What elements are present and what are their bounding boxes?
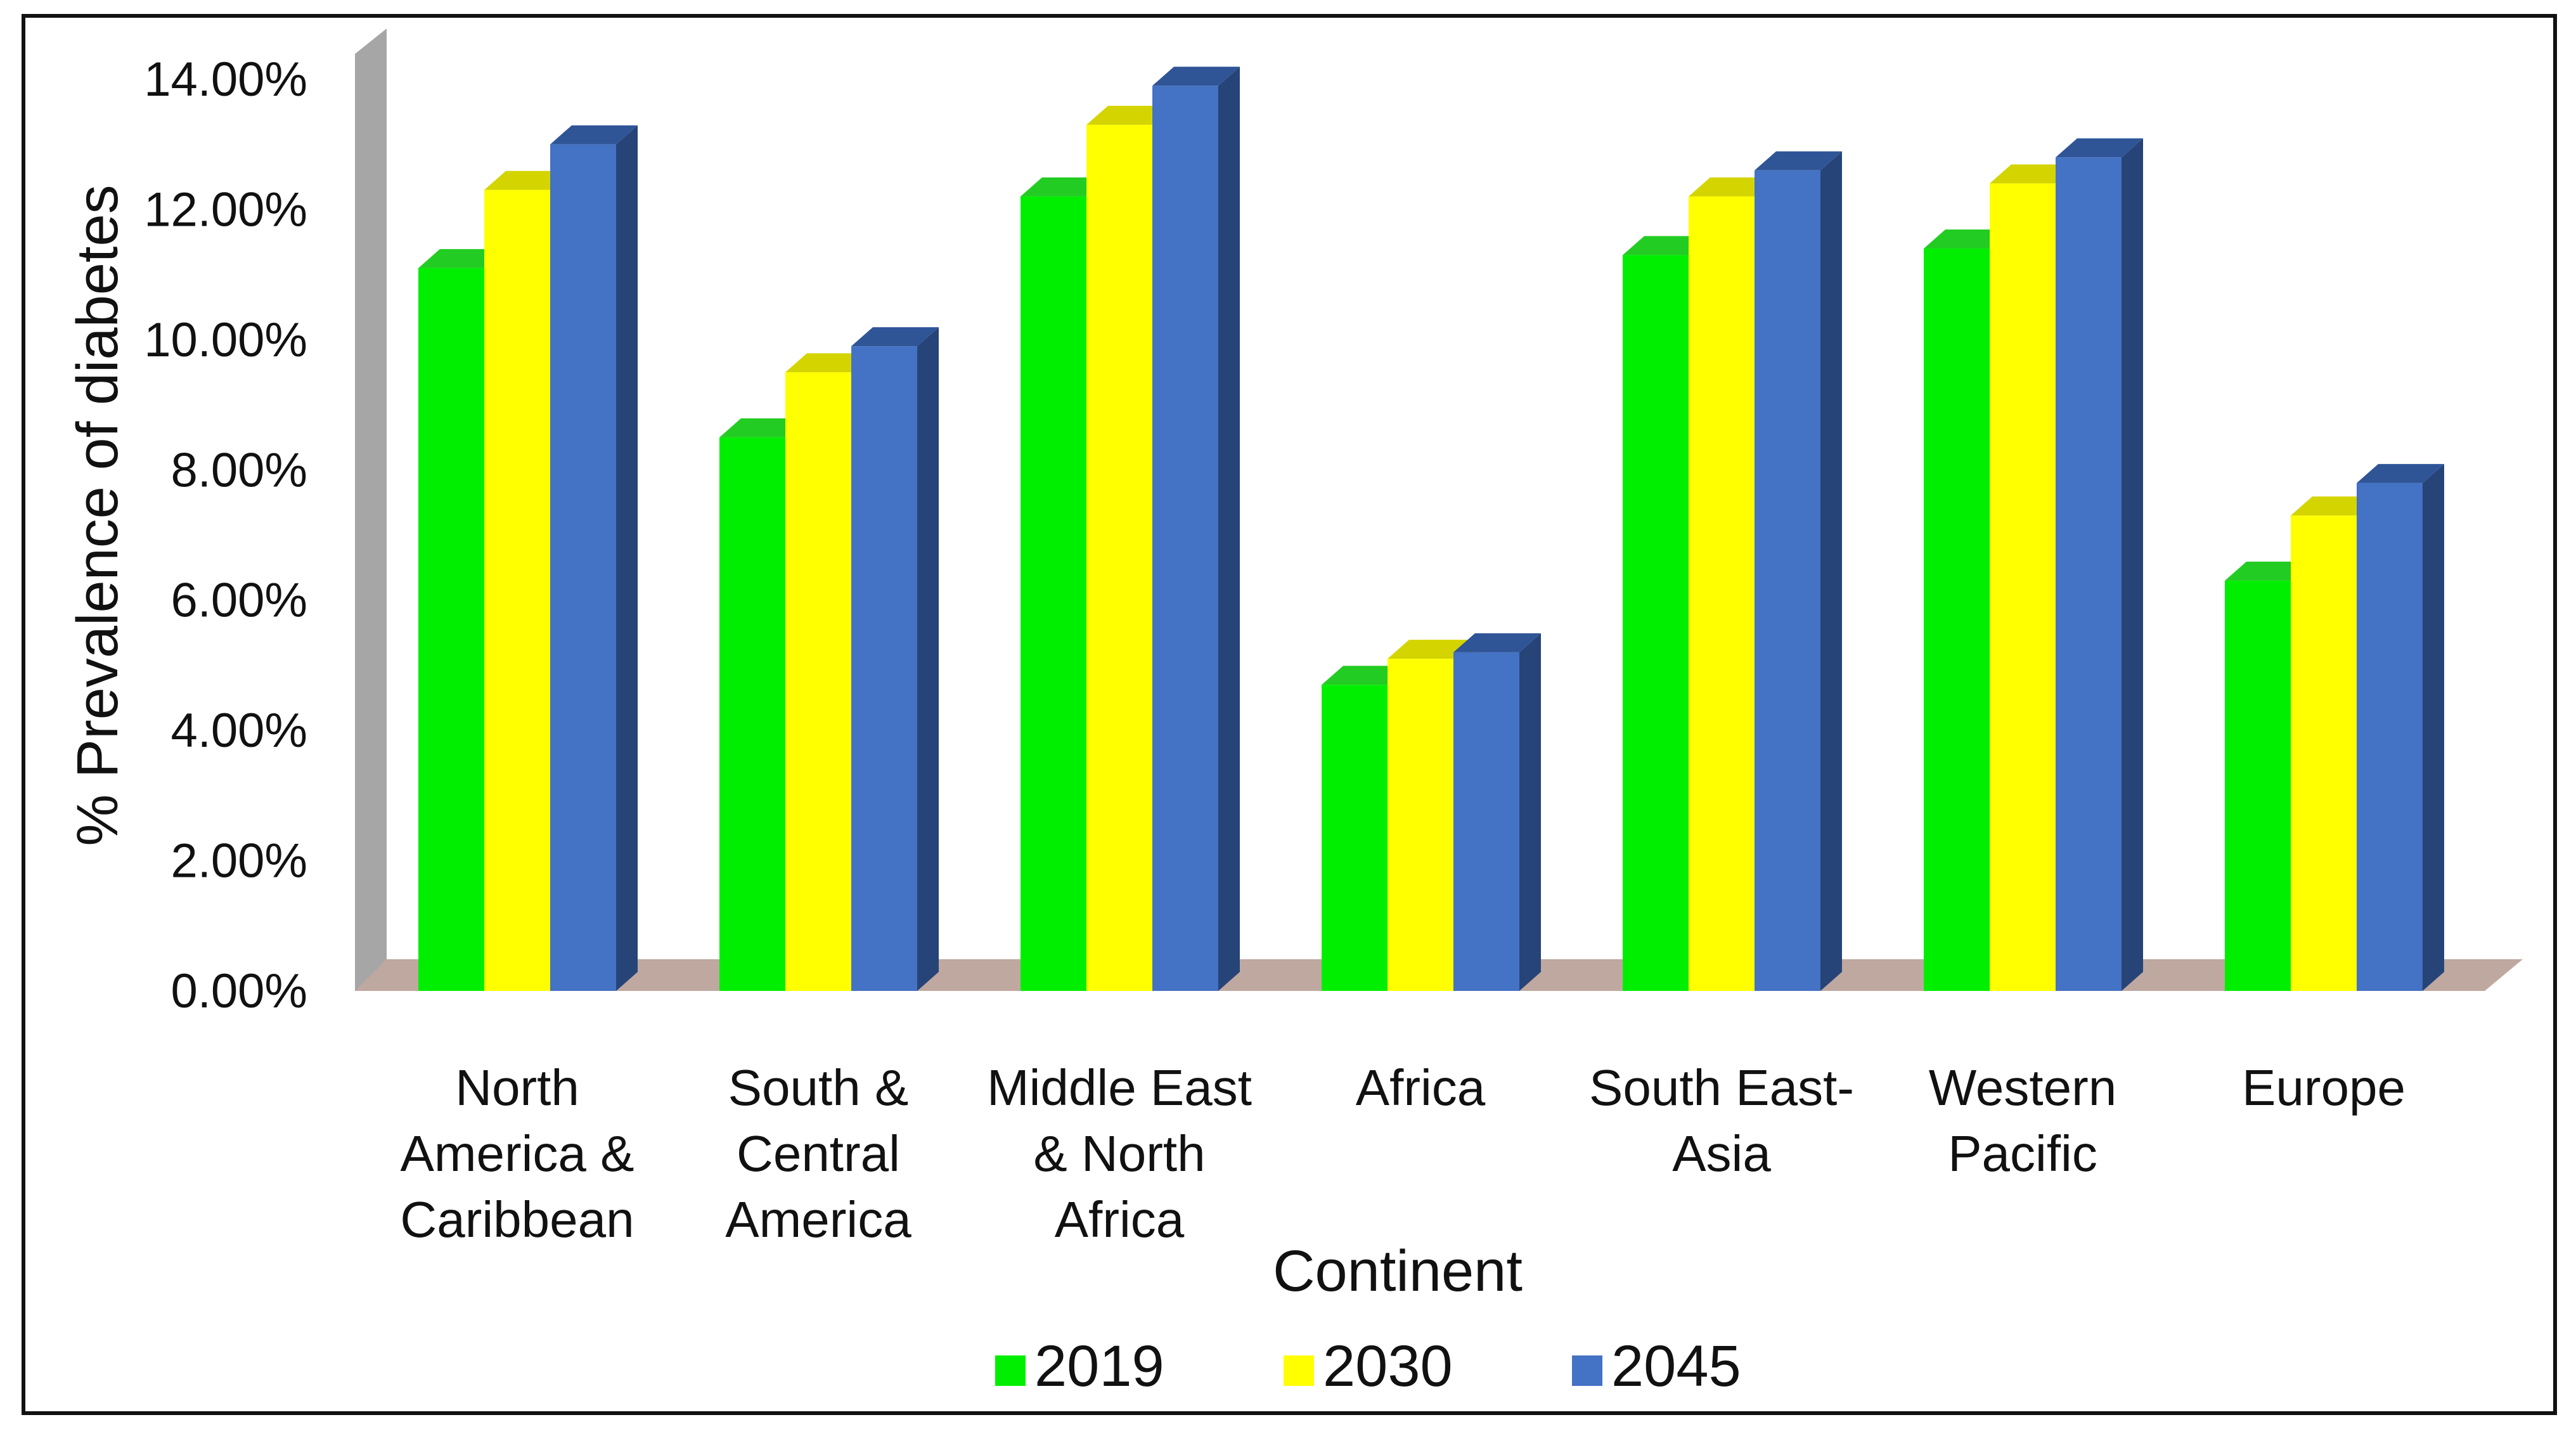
bar-top [1086,105,1174,125]
bar-top [851,327,939,347]
bar-top [2056,138,2143,158]
x-axis-title: Continent [1273,1239,1523,1303]
bar-top [1322,666,1409,685]
x-category-label: Western Pacific [1929,1059,2116,1182]
bar-2045-0 [550,125,638,992]
bar-front [484,190,550,992]
bar-2045-3 [1453,633,1541,991]
y-axis-title: % Prevalence of diabetes [65,184,130,846]
legend-label: 2045 [1611,1334,1741,1399]
x-category-label: South & Central America [725,1059,911,1248]
bar-front [1990,183,2056,991]
legend-item-2019: 2019 [995,1334,1164,1399]
wall-panel [355,29,387,991]
bar-front [1021,196,1086,991]
x-category-label: Europe [2242,1059,2405,1116]
y-tick-label: 0.00% [171,964,308,1018]
bar-top [1689,177,1776,197]
legend-item-2045: 2045 [1572,1334,1741,1399]
legend: 2019 2030 2045 [995,1334,1741,1399]
bar-2045-5 [2056,138,2143,992]
bar-front [1453,652,1519,991]
bar-top [1021,177,1108,197]
bar-front [1152,86,1218,991]
bar-top [550,125,638,145]
bar-side [616,125,638,992]
chart-frame: 0.00% 2.00% 4.00% 6.00% 8.00% 10.00% 12.00% 14.… [22,14,2557,1415]
bar-front [719,437,785,991]
x-category-label: Africa [1356,1059,1486,1116]
bar-top [1755,151,1842,171]
bar-front [418,268,484,991]
bar-front [550,144,616,992]
x-axis-categories: North America & Caribbean South & Central Ame… [400,1059,2405,1248]
y-tick-label: 4.00% [171,704,308,758]
bar-2045-1 [851,327,939,991]
bar-top [1990,164,2077,184]
x-category-label: North America & Caribbean [400,1059,634,1248]
bar-top [2357,463,2444,483]
legend-label: 2030 [1323,1334,1453,1399]
bar-side [1820,151,1842,991]
bar-front [2225,580,2291,991]
bar-side [1218,67,1240,991]
bar-front [851,346,917,991]
bar-front [2056,157,2122,992]
y-tick-label: 10.00% [144,313,307,367]
bar-chart: 0.00% 2.00% 4.00% 6.00% 8.00% 10.00% 12.00% 14.… [65,29,2523,1399]
bar-top [785,353,873,373]
bar-top [1924,230,2011,249]
y-axis-ticks: 0.00% 2.00% 4.00% 6.00% 8.00% 10.00% 12.00% 14.… [144,53,307,1018]
bar-top [484,171,572,190]
x-category-label: South East-Asia [1589,1059,1854,1182]
legend-swatch [1572,1355,1602,1386]
bar-front [1388,659,1453,991]
bar-series [418,67,2444,992]
bar-top [719,418,807,437]
y-tick-label: 14.00% [144,53,307,107]
bar-front [1689,196,1755,991]
bar-top [1623,236,1710,255]
bar-front [1623,255,1689,991]
bar-top [1453,633,1541,652]
bar-2045-4 [1755,151,1842,991]
legend-swatch [995,1355,1026,1386]
bar-front [1755,170,1820,991]
bar-front [1322,685,1388,991]
y-tick-label: 8.00% [171,443,308,497]
bar-top [418,249,506,268]
bar-front [2291,515,2357,991]
bar-top [1152,67,1240,86]
chart-back-wall [355,29,387,991]
y-tick-label: 12.00% [144,183,307,236]
bar-front [2357,482,2423,991]
y-tick-label: 2.00% [171,834,308,888]
bar-side [917,327,939,991]
bar-side [1519,633,1541,991]
bar-top [1388,640,1475,659]
bar-side [2423,463,2444,991]
bar-front [1086,124,1152,991]
bar-front [1924,249,1990,991]
x-category-label: Middle East & North Africa [987,1059,1252,1248]
legend-item-2030: 2030 [1284,1334,1453,1399]
legend-label: 2019 [1034,1334,1164,1399]
bar-front [785,372,851,991]
bar-2045-2 [1152,67,1240,991]
bar-2045-6 [2357,463,2444,991]
bar-top [2291,496,2378,516]
y-tick-label: 6.00% [171,574,308,628]
bar-top [2225,561,2312,581]
bar-side [2122,138,2143,992]
legend-swatch [1284,1355,1314,1386]
